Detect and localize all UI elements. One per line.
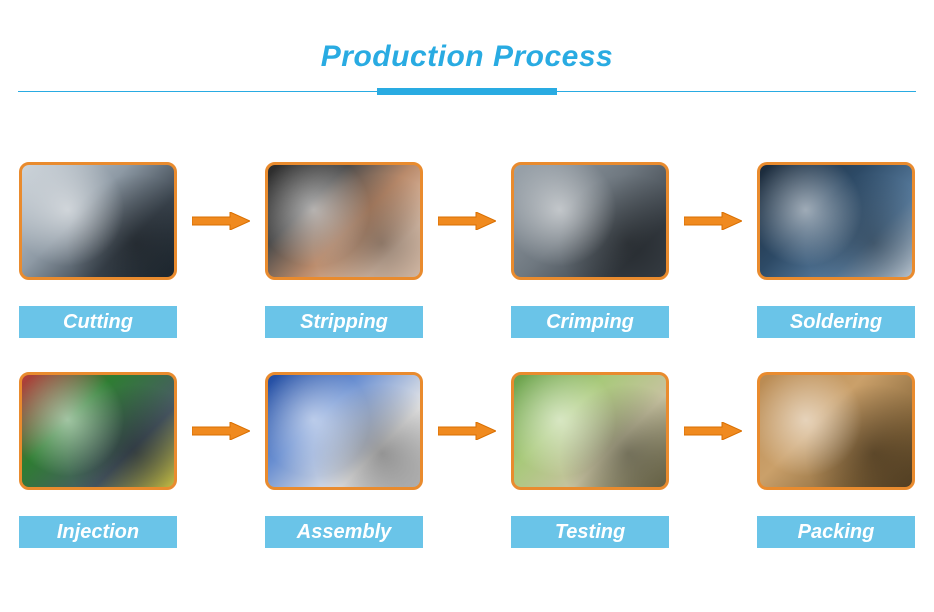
step-injection: Injection (18, 372, 178, 548)
flow-arrow-icon (684, 422, 742, 440)
step-testing: Testing (510, 372, 670, 548)
cutting-photo (19, 162, 177, 280)
testing-label: Testing (511, 516, 669, 548)
header: Production Process (0, 0, 934, 96)
packing-photo (757, 372, 915, 490)
page-title: Production Process (0, 40, 934, 74)
cutting-label: Cutting (19, 306, 177, 338)
stripping-photo (265, 162, 423, 280)
title-rule (0, 88, 934, 96)
flow-arrow-icon (684, 212, 742, 230)
injection-label: Injection (19, 516, 177, 548)
step-stripping: Stripping (264, 162, 424, 338)
title-rule-thick (377, 88, 557, 95)
process-grid: Cutting Stripping Crimping Soldering Inje… (18, 162, 916, 548)
testing-photo (511, 372, 669, 490)
stripping-label: Stripping (265, 306, 423, 338)
crimping-photo (511, 162, 669, 280)
step-packing: Packing (756, 372, 916, 548)
assembly-photo (265, 372, 423, 490)
flow-arrow-icon (192, 422, 250, 440)
assembly-label: Assembly (265, 516, 423, 548)
step-crimping: Crimping (510, 162, 670, 338)
soldering-photo (757, 162, 915, 280)
flow-arrow-icon (438, 422, 496, 440)
step-assembly: Assembly (264, 372, 424, 548)
flow-arrow-icon (438, 212, 496, 230)
crimping-label: Crimping (511, 306, 669, 338)
flow-arrow-icon (192, 212, 250, 230)
soldering-label: Soldering (757, 306, 915, 338)
step-soldering: Soldering (756, 162, 916, 338)
step-cutting: Cutting (18, 162, 178, 338)
packing-label: Packing (757, 516, 915, 548)
injection-photo (19, 372, 177, 490)
